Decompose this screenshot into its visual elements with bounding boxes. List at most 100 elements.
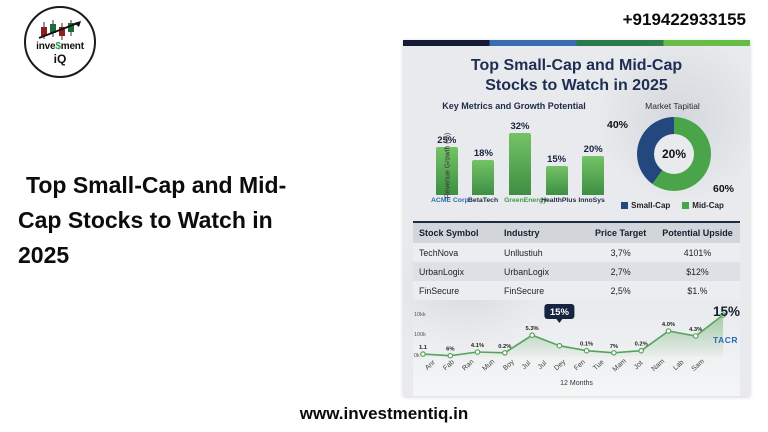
legend-swatch [621,202,629,210]
bar-value-label: 20% [583,144,603,156]
tacr-logo: TACR [713,336,738,345]
table-cell: 3,7% [586,243,655,263]
table-cell: FinSecure [413,281,499,301]
bar-healthplus: 15% [545,154,569,196]
line-chart: 10kk 100k 0k 1.1 6% 4.1% 0.2% 5.3% 15% 0.1% 7% 0.2%… [413,302,740,397]
point-value-label: 4.1% [471,343,484,349]
x-tick-label: Jot [633,359,645,372]
donut-title: Market Tapitial [645,101,700,112]
bar-rect [435,147,458,196]
data-point [529,332,535,339]
table-cell: $12% [654,262,740,282]
bar-innosys: 20% [581,144,605,196]
bar-categories: ACME Corp BetaTech GreenEnergy HealthPlus In… [413,197,605,204]
bar-rect [472,160,495,196]
legend-item-mid-cap: Mid-Cap [682,201,724,210]
data-point [692,333,699,339]
donut-ring: 20% [637,117,711,192]
data-point [502,350,508,356]
point-value-label: 4.0% [662,322,675,328]
donut-chart: Market Tapitial 20% 40% 60% Small-Cap Mid… [605,101,740,215]
sprout-icon [713,336,768,398]
data-point [583,347,590,354]
main-title: Top Small-Cap and Mid- Cap Stocks to Wat… [18,168,368,273]
x-tick-label: Jul [520,359,533,372]
end-percent-label: 15% [712,304,740,320]
line-path [422,314,724,357]
point-value-label: 0.1% [580,342,593,348]
data-point [474,349,481,355]
bar-category-label: HealthPlus [541,197,577,205]
table-cell: 2,7% [586,262,655,282]
infographic-title: Top Small-Cap and Mid-Cap Stocks to Watc… [470,57,683,94]
bar-category-label: BetaTech [468,197,499,205]
table-cell: UrbanLogix [413,262,499,282]
table-cell: $1.% [654,281,740,301]
table-cell: 4101% [654,243,740,263]
bar-chart-ylabel: Revenue Growth (%) [444,132,452,199]
table-cell: Unllustiuh [498,243,587,263]
table-cell: UrbanLogix [498,262,587,282]
bar-rect [545,166,568,196]
stocks-table: Stock Symbol Industry Price Target Potentia… [413,221,740,301]
legend-item-small-cap: Small-Cap [621,201,670,210]
small-cap-share-label: 40% [607,119,629,132]
bar-acme-corp: 25% [435,135,459,196]
bar-value-label: 32% [510,121,530,133]
website-url: www.investmentiq.in [299,404,469,423]
candlestick-icon [38,20,81,40]
dollar-glyph: $ [55,41,61,52]
bar-value-label: 18% [473,148,493,160]
mid-cap-share-label: 60% [712,183,734,196]
legend-label: Small-Cap [631,201,671,211]
months-label: 12 Months [560,380,593,388]
table-cell: TechNova [413,243,499,263]
table-header: Potential Upside [654,223,740,244]
phone-number: +919422933155 [622,10,746,29]
donut-center-label: 20% [654,134,694,175]
infographic-card: Top Small-Cap and Mid-Cap Stocks to Watc… [403,40,750,397]
y-tick-label: 100k [414,332,426,338]
table-header: Industry [498,223,587,244]
bar-category-label: ACME Corp [431,197,469,205]
main-title-line2: Cap Stocks to Watch in [18,206,273,233]
brand-logo: inve$ment iQ [24,6,96,78]
data-point [720,312,726,318]
data-point [611,350,617,356]
bar-betatech: 18% [472,148,496,196]
line-area-fill [423,315,723,358]
x-tick-label: Jul [536,359,549,372]
bar-group: 25% 18% 32% 15% 20% [429,113,605,196]
point-value-label: 7% [610,344,618,350]
legend-label: Mid-Cap [692,201,724,211]
logo-iq: iQ [53,52,67,66]
main-title-line1: Top Small-Cap and Mid- [26,172,287,198]
bar-rect [508,133,531,196]
point-value-label: 5.3% [525,326,538,332]
table-cell: 2,5% [586,281,655,301]
point-value-label: 4.3% [689,327,702,333]
bar-chart-title: Key Metrics and Growth Potential [442,101,586,112]
point-value-label: 6% [446,347,454,353]
callout-bubble: 15% [544,304,575,324]
legend-swatch [682,202,690,210]
bar-rect [582,156,605,196]
data-point [447,352,454,359]
bar-value-label: 25% [437,135,457,147]
line-chart-svg: 10kk 100k 0k 1.1 6% 4.1% 0.2% 5.3% 15% 0.1% 7% 0.2%… [414,304,726,359]
bar-greenenergy: 32% [508,121,532,196]
data-point [638,347,645,354]
y-tick-label: 10kk [414,312,426,318]
x-tick-label: Anr [424,359,437,372]
main-title-line3: 2025 [18,241,70,268]
y-tick-label: 0k [414,353,420,359]
bar-value-label: 15% [547,154,567,166]
gradient-bar [403,40,750,46]
svg-text:15%: 15% [550,307,570,318]
point-value-label: 1.1 [419,345,428,351]
table-header: Stock Symbol [413,223,499,244]
table-header: Price Target [586,223,655,244]
line-chart-xlabels: Anr Fab Ran Mun Boy Jul Jul Dey Fen Tue Mam Jot Nam L… [424,358,706,374]
point-value-label: 0.2% [635,342,648,348]
